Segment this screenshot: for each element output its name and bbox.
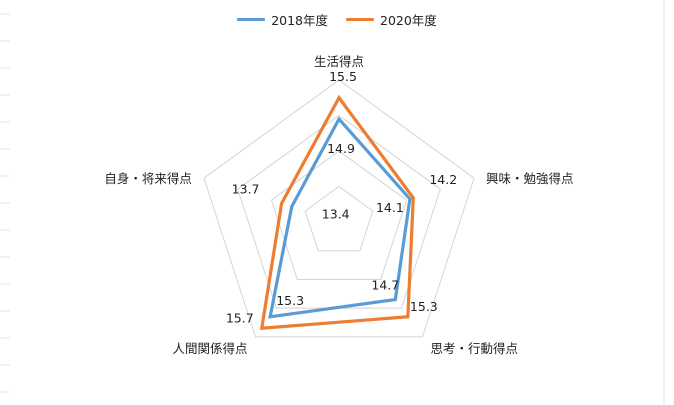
legend-label-2018: 2018年度 [271, 13, 328, 28]
legend-swatch-2018 [237, 18, 266, 21]
data-label-2018年度-0: 14.9 [327, 141, 355, 156]
data-label-2018年度-2: 14.7 [371, 278, 399, 293]
legend-label-2020: 2020年度 [380, 13, 437, 28]
radar-gridline [270, 150, 408, 280]
axis-label-3: 人間関係得点 [173, 341, 248, 356]
legend: 2018年度 2020年度 [0, 10, 674, 29]
legend-item-2020: 2020年度 [346, 10, 437, 29]
legend-item-2018: 2018年度 [237, 10, 328, 29]
data-label-2018年度-3: 15.3 [276, 293, 304, 308]
data-label-2020年度-3: 15.7 [226, 310, 254, 325]
radar-gridline [203, 79, 475, 338]
axis-label-4: 自身・将来得点 [104, 171, 192, 186]
series-line-2020年度 [259, 94, 415, 331]
data-label-2018年度-4: 13.4 [322, 207, 350, 222]
axis-label-0: 生活得点 [314, 54, 364, 69]
axis-label-1: 興味・勉強得点 [486, 171, 574, 186]
data-label-2020年度-1: 14.2 [429, 172, 457, 187]
data-label-2020年度-2: 15.3 [410, 299, 438, 314]
data-label-2020年度-4: 13.7 [232, 181, 260, 196]
data-label-2018年度-1: 14.1 [376, 200, 404, 215]
axis-label-2: 思考・行動得点 [430, 341, 518, 356]
radar-gridline [304, 185, 374, 252]
legend-swatch-2020 [346, 18, 374, 21]
series-line-2018年度 [268, 116, 412, 319]
data-label-2020年度-0: 15.5 [329, 69, 357, 84]
